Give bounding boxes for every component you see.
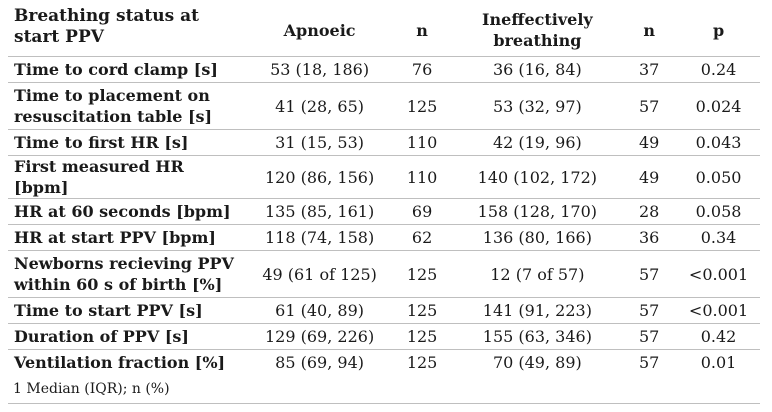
p-value: 0.24	[700, 60, 737, 79]
ineffective-n: 49	[639, 133, 660, 152]
row-label: Time to start PPV [s]	[14, 301, 203, 320]
table-row: Time to cord clamp [s] 53 (18, 186) 76 3…	[8, 56, 760, 83]
apnoeic-value: 41 (28, 65)	[275, 96, 364, 116]
p-value: 0.050	[695, 167, 742, 187]
apnoeic-value: 61 (40, 89)	[275, 301, 364, 320]
row-label: HR at start PPV [bpm]	[14, 228, 216, 247]
table-row: Time to start PPV [s] 61 (40, 89) 125 14…	[8, 297, 760, 324]
ineffective-n: 57	[639, 96, 660, 116]
p-value: 0.42	[700, 327, 737, 346]
ineffective-value: 140 (102, 172)	[477, 167, 598, 187]
apnoeic-value: 49 (61 of 125)	[262, 264, 377, 284]
p-value: 0.34	[700, 228, 737, 247]
apnoeic-value: 31 (15, 53)	[275, 133, 364, 152]
apnoeic-n: 125	[406, 353, 438, 372]
p-value: <0.001	[688, 264, 749, 284]
row-label: Time to first HR [s]	[14, 133, 189, 152]
row-label: First measured HR [bpm]	[14, 157, 184, 197]
p-value: 0.058	[695, 202, 742, 221]
header-breathing-status: Breathing status at start PPV	[14, 6, 199, 47]
header-ineffectively-breathing: Ineffectively breathing	[482, 10, 593, 50]
table-footnote: 1 Median (IQR); n (%)	[13, 381, 170, 397]
ineffective-n: 49	[639, 167, 660, 187]
header-n-apnoeic: n	[416, 20, 428, 40]
ineffective-value: 155 (63, 346)	[482, 327, 592, 346]
ineffective-n: 28	[639, 202, 660, 221]
apnoeic-n: 110	[406, 133, 438, 152]
header-p-value: p	[712, 20, 725, 40]
ineffective-value: 12 (7 of 57)	[490, 264, 585, 284]
row-label: Time to placement on resuscitation table…	[14, 86, 213, 126]
apnoeic-value: 118 (74, 158)	[265, 228, 375, 247]
table-row: Duration of PPV [s] 129 (69, 226) 125 15…	[8, 323, 760, 350]
p-value: 0.01	[700, 353, 737, 372]
apnoeic-value: 120 (86, 156)	[265, 167, 375, 187]
ineffective-value: 70 (49, 89)	[492, 353, 582, 372]
ineffective-value: 141 (91, 223)	[482, 301, 592, 320]
p-value: <0.001	[688, 301, 749, 320]
header-n-ineffective: n	[643, 20, 655, 40]
table-row: Ventilation fraction [%] 85 (69, 94) 125…	[8, 349, 760, 376]
row-label: Newborns recieving PPV within 60 s of bi…	[14, 254, 234, 294]
apnoeic-n: 125	[406, 301, 438, 320]
table-row: HR at 60 seconds [bpm] 135 (85, 161) 69 …	[8, 198, 760, 225]
table-row: HR at start PPV [bpm] 118 (74, 158) 62 1…	[8, 224, 760, 251]
apnoeic-n: 125	[406, 327, 438, 346]
p-value: 0.043	[695, 133, 742, 152]
apnoeic-value: 85 (69, 94)	[275, 353, 364, 372]
row-label: Ventilation fraction [%]	[14, 353, 226, 372]
table-row: Time to placement on resuscitation table…	[8, 82, 760, 130]
row-label: HR at 60 seconds [bpm]	[14, 202, 231, 221]
ineffective-n: 36	[639, 228, 660, 247]
results-table: Breathing status at start PPV Apnoeic n …	[8, 4, 760, 375]
ineffective-n: 57	[639, 301, 660, 320]
apnoeic-n: 125	[406, 264, 438, 284]
table-header-row: Breathing status at start PPV Apnoeic n …	[8, 4, 760, 57]
ineffective-value: 42 (19, 96)	[492, 133, 582, 152]
apnoeic-n: 62	[411, 228, 433, 247]
table-bottom-rule	[8, 403, 760, 404]
table-row: Newborns recieving PPV within 60 s of bi…	[8, 250, 760, 298]
ineffective-value: 136 (80, 166)	[482, 228, 592, 247]
p-value: 0.024	[695, 96, 742, 116]
apnoeic-n: 110	[406, 167, 438, 187]
ineffective-n: 57	[639, 353, 660, 372]
apnoeic-n: 76	[411, 60, 433, 79]
ineffective-n: 37	[639, 60, 660, 79]
ineffective-value: 158 (128, 170)	[477, 202, 598, 221]
table-row: Time to first HR [s] 31 (15, 53) 110 42 …	[8, 129, 760, 156]
row-label: Duration of PPV [s]	[14, 327, 189, 346]
apnoeic-n: 125	[406, 96, 438, 116]
ineffective-n: 57	[639, 264, 660, 284]
ineffective-n: 57	[639, 327, 660, 346]
table-row: First measured HR [bpm] 120 (86, 156) 11…	[8, 155, 760, 199]
ineffective-value: 36 (16, 84)	[492, 60, 582, 79]
apnoeic-n: 69	[411, 202, 433, 221]
apnoeic-value: 129 (69, 226)	[265, 327, 375, 346]
ineffective-value: 53 (32, 97)	[492, 96, 582, 116]
apnoeic-value: 135 (85, 161)	[265, 202, 375, 221]
row-label: Time to cord clamp [s]	[14, 60, 218, 79]
apnoeic-value: 53 (18, 186)	[270, 60, 370, 79]
header-apnoeic: Apnoeic	[283, 20, 356, 40]
